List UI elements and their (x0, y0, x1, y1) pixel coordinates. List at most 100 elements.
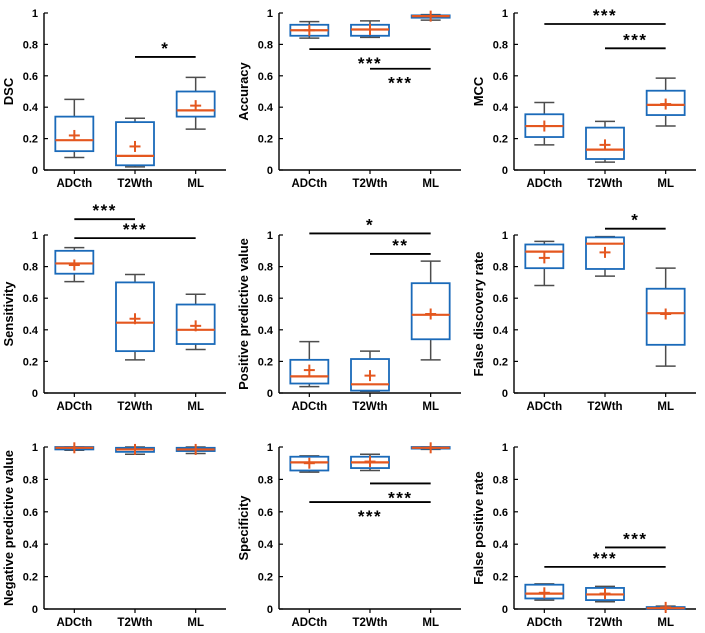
box-group-t2wth (350, 20, 390, 39)
y-tick-label: 0.4 (258, 325, 274, 337)
x-tick-label-adcth: ADCth (526, 178, 562, 190)
y-tick-label: 0 (502, 604, 508, 616)
boxplot-canvas: 0 0.2 0.4 0.6 0.8 1 ADCth T2Wth ML Specificity ***… (236, 442, 461, 629)
box-group-adcth (524, 101, 565, 146)
x-tick-label-ml: ML (657, 178, 674, 190)
box-group-adcth (54, 98, 95, 159)
box-group-adcth (54, 246, 95, 283)
significance-stars: *** (123, 220, 147, 239)
box-group-t2wth (350, 350, 390, 393)
box-group-t2wth (115, 273, 155, 361)
y-axis-label: Sensitivity (1, 281, 16, 347)
x-tick-label-adcth: ADCth (291, 401, 327, 413)
box-group-adcth (524, 240, 565, 287)
boxplot-canvas: 0 0.2 0.4 0.6 0.8 1 ADCth T2Wth ML DSC * (1, 8, 226, 190)
y-tick-label: 1 (267, 230, 273, 242)
y-tick-label: 1 (267, 442, 273, 454)
x-tick-label-t2wth: T2Wth (587, 401, 622, 413)
iqr-box (524, 243, 565, 270)
significance-stars: *** (358, 54, 382, 73)
y-tick-label: 0.4 (493, 102, 509, 114)
x-tick-label-t2wth: T2Wth (587, 617, 622, 629)
y-axis-label: MCC (471, 76, 486, 106)
subplot-positive-predictive-value: 0 0.2 0.4 0.6 0.8 1 ADCth T2Wth ML Positive predi… (235, 211, 470, 422)
y-tick-label: 0.6 (23, 71, 38, 83)
subplot-false-discovery-rate: 0 0.2 0.4 0.6 0.8 1 ADCth T2Wth ML False discover… (470, 211, 705, 422)
y-axis-label: False discovery rate (471, 251, 486, 376)
x-tick-label-t2wth: T2Wth (587, 178, 622, 190)
iqr-box (524, 583, 565, 600)
x-tick-label-adcth: ADCth (526, 401, 562, 413)
box-group-ml (645, 77, 686, 127)
x-tick-label-adcth: ADCth (56, 401, 92, 413)
x-tick-label-ml: ML (422, 617, 439, 629)
iqr-box (54, 115, 95, 153)
box-group-ml (175, 443, 216, 455)
boxplot-canvas: 0 0.2 0.4 0.6 0.8 1 ADCth T2Wth ML False discover… (471, 211, 696, 413)
iqr-box (645, 89, 686, 116)
y-axis-label: Specificity (236, 495, 251, 561)
box-group-adcth (289, 340, 330, 388)
y-tick-label: 0.8 (493, 39, 508, 51)
subplot-accuracy: 0 0.2 0.4 0.6 0.8 1 ADCth T2Wth ML Accuracy *** *** (235, 0, 470, 211)
x-tick-label-t2wth: T2Wth (352, 617, 387, 629)
significance-stars: ** (392, 236, 408, 255)
boxplot-canvas: 0 0.2 0.4 0.6 0.8 1 ADCth T2Wth ML Positive predi… (236, 215, 461, 413)
box-group-t2wth (350, 453, 390, 472)
y-tick-label: 0.8 (23, 262, 38, 274)
y-tick-label: 0.4 (23, 539, 39, 551)
y-tick-label: 0 (502, 388, 508, 400)
x-tick-label-ml: ML (187, 401, 204, 413)
y-tick-label: 0 (32, 388, 38, 400)
iqr-box (585, 236, 625, 270)
boxplot-canvas: 0 0.2 0.4 0.6 0.8 1 ADCth T2Wth ML Negative predi… (1, 442, 226, 629)
y-tick-label: 0.4 (23, 325, 39, 337)
y-tick-label: 0.2 (23, 572, 38, 584)
iqr-box (175, 90, 216, 118)
y-tick-label: 0.6 (258, 293, 273, 305)
iqr-box (289, 358, 330, 385)
box-group-ml (410, 260, 451, 361)
x-tick-label-ml: ML (422, 401, 439, 413)
y-axis-label: Negative predictive value (1, 450, 16, 606)
x-tick-label-adcth: ADCth (56, 178, 92, 190)
y-axis-label: DSC (1, 77, 16, 105)
significance-stars: *** (593, 549, 617, 568)
y-tick-label: 1 (502, 230, 508, 242)
y-tick-label: 0.2 (493, 572, 508, 584)
significance-stars: *** (623, 30, 647, 49)
y-tick-label: 0.8 (493, 474, 508, 486)
boxplot-canvas: 0 0.2 0.4 0.6 0.8 1 ADCth T2Wth ML False positive… (471, 442, 696, 629)
significance-stars: * (366, 215, 374, 234)
significance-stars: *** (92, 201, 116, 220)
x-tick-label-ml: ML (657, 401, 674, 413)
x-tick-label-adcth: ADCth (291, 617, 327, 629)
y-tick-label: 0.8 (258, 39, 273, 51)
iqr-box (115, 121, 155, 167)
box-group-ml (645, 267, 686, 367)
y-tick-label: 0.4 (493, 325, 509, 337)
subplot-specificity: 0 0.2 0.4 0.6 0.8 1 ADCth T2Wth ML Specificity ***… (235, 422, 470, 633)
box-group-ml (410, 442, 451, 454)
iqr-box (410, 282, 451, 341)
x-tick-label-adcth: ADCth (56, 617, 92, 629)
x-tick-label-t2wth: T2Wth (352, 178, 387, 190)
box-group-t2wth (585, 585, 625, 603)
boxplot-canvas: 0 0.2 0.4 0.6 0.8 1 ADCth T2Wth ML Sensitivity ***… (1, 201, 226, 413)
y-tick-label: 0.8 (258, 474, 273, 486)
boxplot-canvas: 0 0.2 0.4 0.6 0.8 1 ADCth T2Wth ML Accuracy *** *** (236, 8, 461, 190)
iqr-box (645, 287, 686, 346)
y-tick-label: 0 (267, 388, 273, 400)
y-tick-label: 1 (502, 442, 508, 454)
y-tick-label: 0.2 (258, 572, 273, 584)
y-tick-label: 0 (267, 604, 273, 616)
y-tick-label: 0.6 (493, 71, 508, 83)
y-tick-label: 1 (502, 8, 508, 20)
y-tick-label: 0.6 (23, 507, 38, 519)
iqr-box (175, 303, 216, 345)
subplot-sensitivity: 0 0.2 0.4 0.6 0.8 1 ADCth T2Wth ML Sensitivity ***… (0, 201, 235, 422)
y-tick-label: 0.8 (23, 474, 38, 486)
y-tick-label: 1 (267, 8, 273, 20)
y-tick-label: 0.2 (23, 356, 38, 368)
